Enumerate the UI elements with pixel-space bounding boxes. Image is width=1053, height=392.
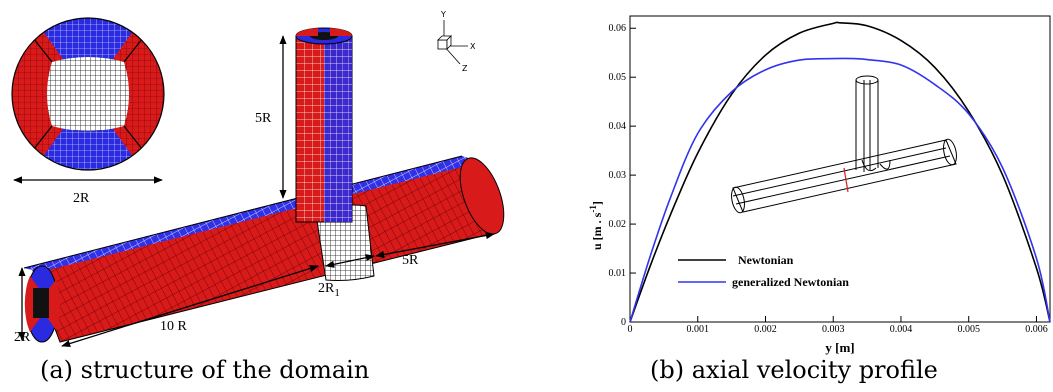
cross-section-mesh (12, 18, 164, 170)
x-tick-label: 0.003 (822, 324, 845, 335)
y-tick-label: 0 (621, 317, 626, 328)
x-tick-label: 0 (628, 324, 633, 335)
axes-triad: Y X Z (437, 10, 476, 73)
branch-length-label: 5R (255, 111, 272, 126)
inlet-cap (24, 265, 60, 343)
legend-label-generalized: generalized Newtonian (732, 275, 849, 289)
legend-label-newtonian: Newtonian (738, 253, 794, 267)
diameter-label: 2R (73, 191, 90, 206)
axis-y-label: Y (440, 10, 446, 19)
x-tick-label: 0.004 (890, 324, 913, 335)
series-line-newtonian (629, 21, 1051, 323)
caption-b: (b) axial velocity profile (650, 356, 938, 384)
x-tick-label: 0.005 (957, 324, 980, 335)
caption-a: (a) structure of the domain (40, 356, 370, 384)
velocity-chart: 0 0.001 0.002 0.003 0.004 0.005 0.006 0 0.01 0.02… (588, 15, 1051, 355)
main-pipe (23, 155, 505, 343)
y-tick-label: 0.06 (609, 23, 627, 34)
axis-z-label: Z (462, 64, 468, 73)
inset-geometry (731, 75, 957, 214)
plot-frame (629, 15, 1051, 323)
axis-x-label: X (470, 42, 476, 51)
branch-pipe (295, 27, 353, 223)
outlet-length-label: 5R (402, 253, 419, 268)
y-tick-label: 0.02 (609, 219, 627, 230)
main-length-arrow (61, 264, 319, 348)
cross-section-outline (11, 17, 165, 171)
y-axis-title: u [m . s-1] (588, 201, 604, 250)
legend: Newtonian generalized Newtonian (678, 253, 849, 289)
x-axis-title: y [m] (825, 340, 854, 355)
y-tick-label: 0.04 (609, 121, 627, 132)
y-tick-label: 0.01 (609, 268, 627, 279)
junction-width-arrow (325, 254, 375, 268)
series-line-generalized-newtonian (629, 57, 1051, 323)
main-length-label: 10 R (160, 319, 188, 334)
y-tick-label: 0.05 (609, 72, 627, 83)
tick-group: 0 0.001 0.002 0.003 0.004 0.005 0.006 0 0.01 0.02… (609, 23, 1048, 335)
series-layer (629, 21, 1051, 323)
x-tick-label: 0.006 (1025, 324, 1048, 335)
y-tick-label: 0.03 (609, 170, 627, 181)
x-tick-label: 0.002 (754, 324, 777, 335)
outlet-length-arrow (375, 231, 495, 259)
junction-width-label: 2R1 (318, 281, 340, 299)
x-tick-label: 0.001 (686, 324, 709, 335)
inlet-diameter-label: 2R (14, 330, 31, 345)
